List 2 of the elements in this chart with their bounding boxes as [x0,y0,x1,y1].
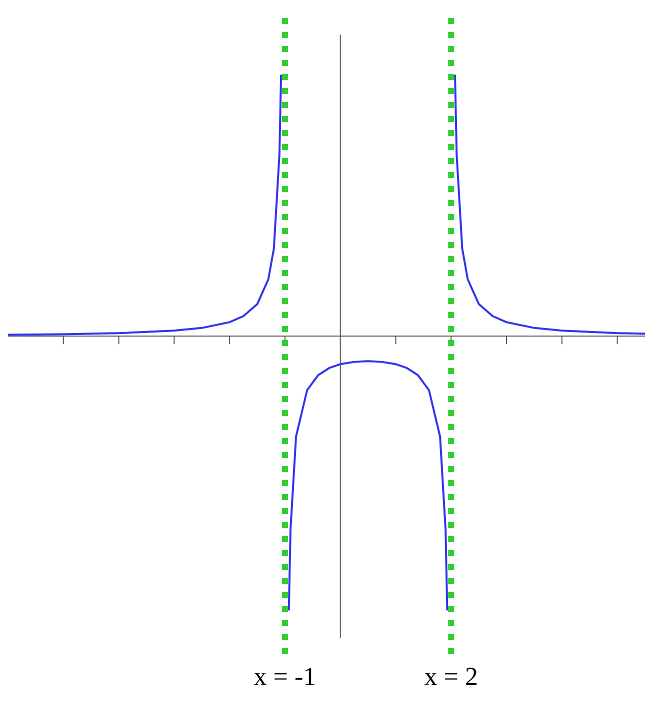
x-tick-label: x = -1 [254,662,316,692]
x-tick-label: x = 2 [424,662,478,692]
